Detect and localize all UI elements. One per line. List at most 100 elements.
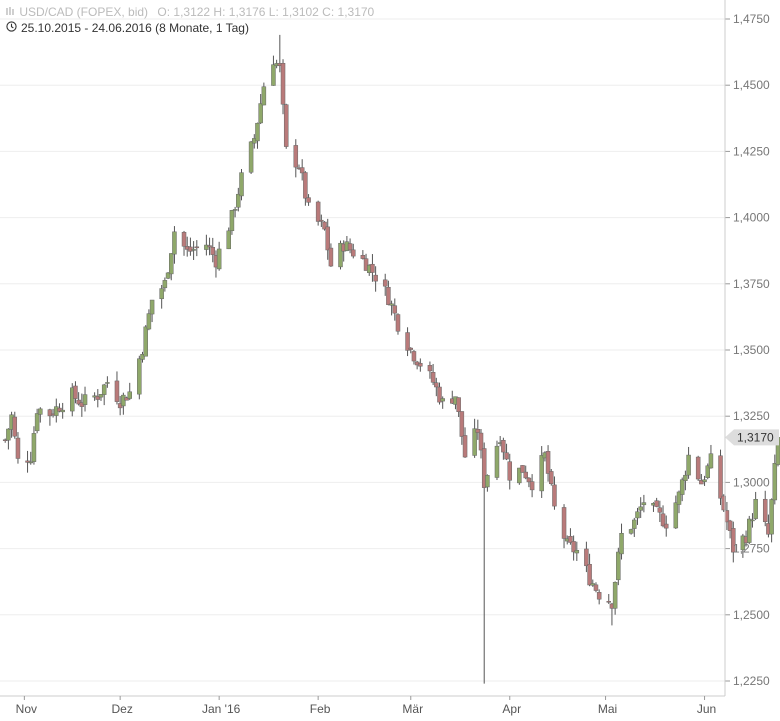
candle — [389, 300, 394, 316]
y-tick-label: 1,3500 — [733, 343, 770, 357]
candle-body-up — [574, 550, 580, 554]
candle — [114, 371, 120, 405]
candle — [437, 382, 442, 405]
candle-body-down — [523, 471, 528, 479]
candle-body-up — [440, 398, 445, 402]
candle-body-up — [229, 210, 235, 232]
candle — [440, 396, 445, 409]
candle — [162, 277, 168, 292]
candle — [248, 140, 254, 174]
candle-body-down — [280, 62, 286, 105]
candle-body-down — [12, 416, 18, 437]
candle-body-up — [772, 463, 778, 501]
candle — [360, 250, 366, 260]
candle-body-up — [98, 394, 104, 398]
candle — [216, 241, 222, 271]
candle — [169, 253, 174, 281]
candle-body-up — [517, 467, 522, 484]
candle-body-down — [57, 407, 62, 412]
candle — [657, 500, 663, 523]
candle — [523, 465, 528, 480]
candle-body-up — [641, 502, 647, 506]
candle — [194, 240, 200, 257]
candle — [616, 547, 621, 586]
candle-body-down — [411, 351, 417, 362]
candle — [95, 389, 101, 408]
candle — [635, 507, 640, 525]
candle-body-up — [616, 551, 621, 581]
candle-body-down — [73, 385, 78, 399]
candle-body-up — [271, 64, 276, 86]
candle — [584, 541, 589, 573]
candle — [315, 200, 321, 226]
candle-body-up — [753, 499, 758, 519]
x-tick-label: Apr — [502, 702, 521, 716]
candle-body-down — [663, 523, 669, 529]
candle-body-down — [194, 246, 200, 249]
candle — [370, 254, 375, 282]
candle — [718, 449, 723, 506]
y-axis: 1,4750 1,4500 1,4250 1,4000 1,3750 1,3500 1,32… — [724, 0, 770, 696]
candle — [683, 470, 688, 491]
x-tick-label: Mär — [402, 702, 423, 716]
candle — [70, 383, 75, 417]
candle — [280, 59, 286, 115]
candle-body-down — [293, 145, 299, 168]
candle-body-down — [437, 386, 442, 403]
candle-body-down — [596, 592, 602, 600]
x-tick-label: Jun — [697, 702, 716, 716]
y-tick-label: 1,4750 — [733, 12, 770, 26]
candle — [306, 194, 311, 206]
candle — [628, 528, 634, 535]
candle — [772, 454, 778, 505]
candle — [137, 355, 142, 400]
candle-body-down — [373, 274, 378, 282]
candle — [146, 309, 152, 331]
candle-body-up — [146, 313, 152, 330]
candle-body-up — [632, 519, 637, 529]
candle — [673, 495, 679, 529]
x-axis: Nov Dez Jan '16 Feb Mär Apr Mai Jun — [0, 695, 725, 716]
candle-body-up — [683, 474, 688, 481]
candle-body-down — [727, 520, 733, 531]
candle-body-up — [137, 358, 142, 395]
candle — [549, 468, 554, 486]
candle — [475, 419, 481, 440]
candle — [395, 313, 401, 335]
clock-icon — [6, 21, 17, 35]
candle-body-down — [315, 201, 321, 222]
candle — [101, 383, 107, 406]
candle-body-up — [255, 122, 260, 142]
candle — [363, 253, 369, 271]
candle — [590, 579, 596, 587]
candle-body-down — [462, 435, 468, 458]
candle — [418, 358, 423, 372]
candle — [686, 446, 691, 479]
candle-body-down — [526, 477, 532, 483]
candle-body-down — [430, 372, 436, 383]
candle-body-down — [520, 465, 525, 473]
candle-body-up — [216, 248, 222, 270]
candle — [165, 271, 171, 280]
candle — [430, 363, 436, 386]
candle-body-down — [475, 429, 481, 433]
candle-body-up — [261, 86, 267, 106]
candle — [507, 453, 513, 490]
last-value-badge-shape — [725, 429, 779, 446]
candle — [434, 377, 439, 397]
candle-body-down — [456, 397, 461, 412]
candle-body-down — [15, 437, 21, 459]
candle — [121, 392, 126, 415]
candle — [124, 396, 129, 401]
candle — [705, 463, 710, 480]
candle-body-up — [70, 387, 75, 412]
candle-body-down — [507, 461, 513, 481]
candle-body-down — [721, 495, 726, 511]
x-tick-label: Dez — [111, 702, 132, 716]
candle — [504, 443, 509, 461]
candle — [325, 218, 330, 260]
candle-body-up — [28, 461, 33, 464]
candle — [769, 498, 774, 543]
candle — [236, 187, 241, 212]
